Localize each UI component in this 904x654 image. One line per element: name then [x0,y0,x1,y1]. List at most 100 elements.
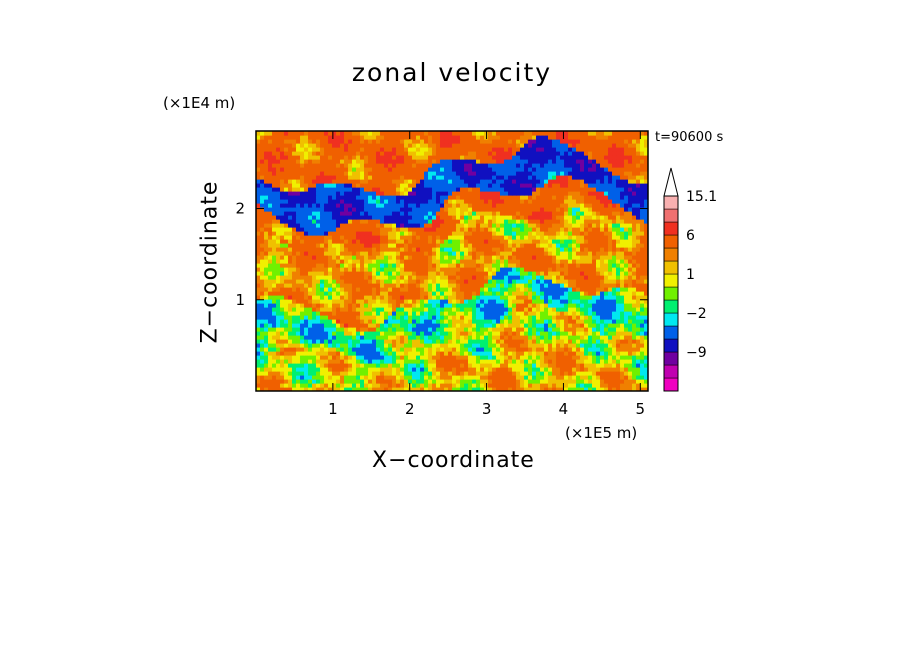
contour-cell [316,315,321,320]
contour-cell [396,231,401,236]
contour-cell [352,383,357,388]
contour-cell [264,267,269,272]
contour-cell [256,383,261,388]
contour-cell [504,255,509,260]
contour-cell [528,195,533,200]
contour-cell [296,211,301,216]
contour-cell [372,307,377,312]
contour-cell [460,203,465,208]
contour-cell [360,367,365,372]
contour-cell [408,335,413,340]
contour-cell [380,335,385,340]
contour-cell [268,251,273,256]
contour-cell [304,331,309,336]
contour-cell [264,291,269,296]
contour-cell [600,371,605,376]
contour-cell [360,387,365,391]
contour-cell [624,267,629,272]
contour-cell [272,223,277,228]
contour-cell [276,335,281,340]
contour-cell [260,239,265,244]
contour-cell [280,379,285,384]
contour-cell [480,363,485,368]
contour-cell [500,227,505,232]
contour-cell [352,191,357,196]
contour-cell [596,371,601,376]
contour-cell [440,195,445,200]
contour-cell [600,295,605,300]
contour-cell [520,191,525,196]
contour-cell [560,383,565,388]
contour-cell [436,267,441,272]
contour-cell [524,223,529,228]
contour-cell [340,335,345,340]
contour-cell [352,311,357,316]
contour-cell [380,247,385,252]
contour-cell [564,267,569,272]
contour-cell [320,243,325,248]
contour-cell [312,319,317,324]
contour-cell [432,219,437,224]
contour-cell [532,367,537,372]
contour-cell [628,363,633,368]
contour-cell [324,195,329,200]
contour-cell [548,319,553,324]
contour-cell [640,327,645,332]
contour-cell [584,255,589,260]
contour-cell [344,227,349,232]
contour-cell [500,279,505,284]
contour-cell [628,203,633,208]
contour-cell [392,207,397,212]
contour-cell [452,207,457,212]
contour-cell [496,223,501,228]
contour-cell [592,375,597,380]
contour-cell [460,251,465,256]
contour-cell [600,375,605,380]
contour-cell [428,211,433,216]
contour-cell [548,315,553,320]
contour-cell [576,359,581,364]
contour-cell [428,299,433,304]
contour-cell [488,383,493,388]
contour-cell [444,383,449,388]
contour-cell [432,207,437,212]
contour-cell [412,195,417,200]
contour-cell [544,355,549,360]
contour-cell [464,311,469,316]
contour-cell [588,299,593,304]
contour-cell [420,335,425,340]
contour-cell [480,199,485,204]
contour-cell [364,271,369,276]
contour-cell [508,371,513,376]
contour-cell [396,311,401,316]
contour-cell [408,351,413,356]
contour-cell [552,239,557,244]
contour-cell [260,315,265,320]
contour-cell [440,315,445,320]
contour-cell [280,303,285,308]
contour-cell [268,219,273,224]
contour-cell [568,311,573,316]
contour-cell [324,299,329,304]
contour-cell [572,219,577,224]
contour-cell [612,195,617,200]
contour-cell [628,275,633,280]
contour-cell [408,331,413,336]
contour-cell [588,359,593,364]
contour-cell [552,295,557,300]
contour-cell [292,227,297,232]
contour-cell [532,343,537,348]
contour-cell [264,211,269,216]
contour-cell [256,263,261,268]
contour-cell [576,307,581,312]
contour-cell [400,271,405,276]
contour-cell [288,367,293,372]
contour-cell [320,199,325,204]
contour-cell [624,299,629,304]
contour-cell [308,263,313,268]
contour-cell [344,207,349,212]
contour-cell [276,299,281,304]
contour-cell [508,311,513,316]
contour-cell [460,283,465,288]
contour-cell [276,215,281,220]
